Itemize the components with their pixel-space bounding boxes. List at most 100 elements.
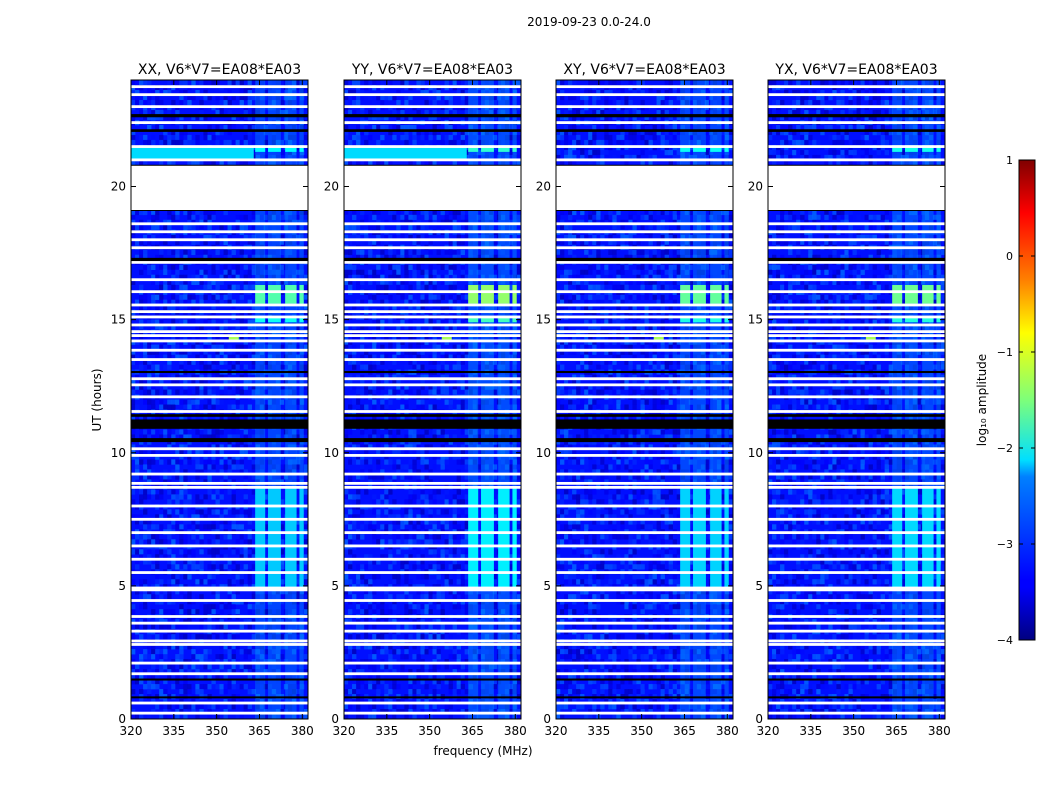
heatmap-cell	[183, 709, 188, 715]
heatmap-cell	[223, 434, 228, 440]
heatmap-cell	[175, 429, 180, 435]
heatmap-cell	[243, 269, 248, 275]
heatmap-cell	[299, 654, 305, 660]
heatmap-cell	[303, 459, 308, 465]
heatmap-cell	[376, 239, 381, 246]
heatmap-cell	[364, 434, 369, 440]
heatmap-cell	[171, 679, 176, 685]
heatmap-cell	[195, 654, 200, 660]
heatmap-cell	[356, 399, 361, 405]
heatmap-cell	[131, 559, 136, 565]
heatmap-cell	[159, 609, 164, 615]
heatmap-cell	[155, 364, 160, 370]
heatmap-cell	[283, 214, 289, 221]
heatmap-cell	[303, 519, 308, 525]
heatmap-cell	[364, 519, 369, 525]
heatmap-cell	[303, 384, 308, 390]
heatmap-cell	[416, 354, 421, 360]
heatmap-cell	[191, 94, 196, 101]
heatmap-cell	[227, 434, 232, 440]
heatmap-cell	[215, 94, 220, 101]
heatmap-cell	[239, 449, 244, 455]
heatmap-cell	[179, 429, 184, 435]
heatmap-cell	[255, 384, 261, 390]
heatmap-cell	[416, 294, 421, 300]
heatmap-cell	[147, 234, 152, 241]
heatmap-cell	[400, 669, 405, 675]
heatmap-cell	[348, 549, 353, 555]
heatmap-cell	[167, 214, 172, 221]
heatmap-cell	[384, 454, 389, 460]
heatmap-cell	[183, 304, 188, 310]
heatmap-cell	[275, 124, 281, 131]
heatmap-cell	[211, 579, 216, 585]
heatmap-cell	[295, 559, 301, 565]
heatmap-cell	[235, 524, 240, 530]
heatmap-cell	[255, 334, 261, 340]
heatmap-cell	[243, 214, 248, 221]
heatmap-cell	[283, 624, 289, 630]
heatmap-cell	[243, 494, 248, 500]
heatmap-cell	[219, 334, 224, 340]
heatmap-cell	[271, 214, 277, 221]
heatmap-cell	[219, 159, 224, 166]
heatmap-cell	[255, 594, 261, 600]
heatmap-cell	[271, 99, 277, 106]
heatmap-cell	[267, 669, 273, 675]
heatmap-cell	[223, 334, 228, 340]
heatmap-cell	[203, 634, 208, 640]
heatmap-cell	[344, 209, 349, 216]
heatmap-cell	[159, 514, 164, 520]
heatmap-cell	[348, 589, 353, 595]
heatmap-cell	[344, 324, 349, 330]
heatmap-cell	[227, 89, 232, 96]
heatmap-cell	[131, 679, 136, 685]
heatmap-cell	[199, 499, 204, 505]
heatmap-cell	[392, 704, 397, 710]
heatmap-cell	[404, 114, 409, 121]
heatmap-cell	[191, 249, 196, 256]
flagged-row	[131, 544, 308, 548]
heatmap-cell	[179, 509, 184, 515]
heatmap-cell	[159, 714, 164, 719]
heatmap-cell	[259, 704, 265, 710]
heatmap-cell	[420, 374, 425, 380]
heatmap-cell	[303, 299, 308, 305]
heatmap-cell	[135, 624, 140, 630]
heatmap-cell	[271, 154, 277, 161]
heatmap-cell	[179, 449, 184, 455]
heatmap-cell	[183, 294, 188, 300]
heatmap-cell	[428, 549, 433, 555]
heatmap-cell	[187, 549, 192, 555]
heatmap-cell	[207, 80, 212, 86]
heatmap-cell	[139, 459, 144, 465]
heatmap-cell	[364, 254, 369, 261]
heatmap-cell	[299, 379, 305, 385]
heatmap-cell	[167, 109, 172, 116]
heatmap-cell	[171, 459, 176, 465]
heatmap-cell	[199, 214, 204, 221]
heatmap-cell	[279, 399, 285, 405]
heatmap-cell	[191, 114, 196, 121]
heatmap-cell	[203, 664, 208, 670]
heatmap-cell	[143, 109, 148, 116]
heatmap-cell	[279, 279, 285, 285]
heatmap-cell	[227, 344, 232, 350]
heatmap-cell	[227, 99, 232, 106]
heatmap-cell	[131, 449, 136, 455]
heatmap-cell	[275, 94, 281, 101]
heatmap-cell	[392, 269, 397, 275]
heatmap-cell	[295, 234, 301, 241]
heatmap-cell	[175, 594, 180, 600]
heatmap-cell	[380, 344, 385, 350]
heatmap-cell	[295, 664, 301, 670]
heatmap-cell	[155, 534, 160, 540]
heatmap-cell	[143, 524, 148, 530]
heatmap-cell	[143, 80, 148, 86]
heatmap-cell	[151, 459, 156, 465]
heatmap-cell	[352, 524, 357, 530]
heatmap-cell	[163, 434, 168, 440]
heatmap-cell	[179, 304, 184, 310]
heatmap-cell	[424, 264, 429, 271]
heatmap-cell	[380, 384, 385, 390]
